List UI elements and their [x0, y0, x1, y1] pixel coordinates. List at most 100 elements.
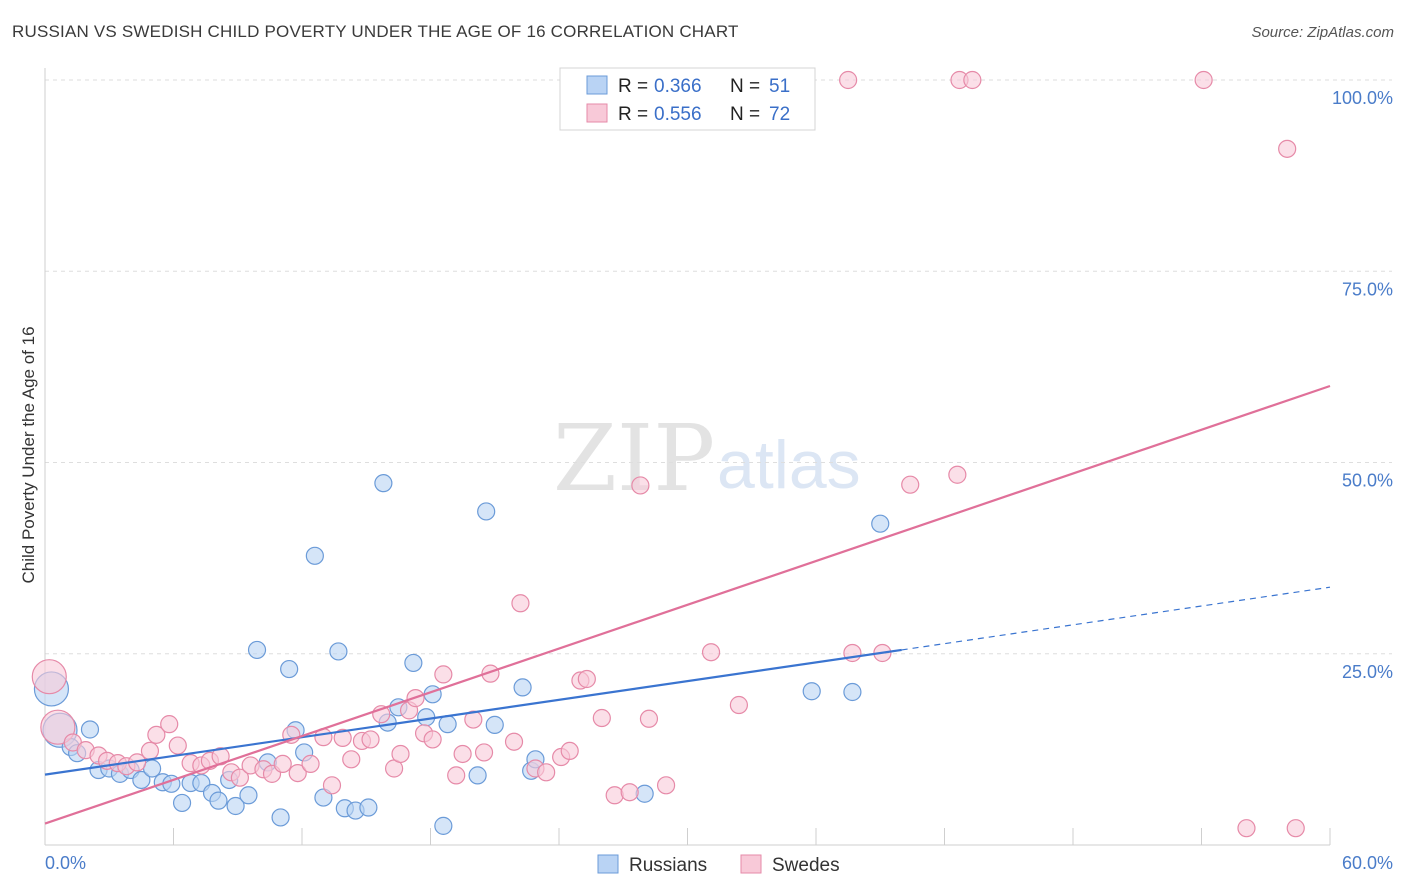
legend-russians-swatch: [586, 75, 608, 95]
swedes-point: [31, 659, 67, 695]
swedes-point: [230, 768, 249, 787]
swedes-point: [504, 732, 524, 751]
swedes-point: [288, 763, 307, 783]
russians-trend-line: [44, 648, 902, 776]
watermark-zip: ZIP: [553, 405, 715, 512]
legend-n-value: 51: [769, 76, 790, 97]
russians-point: [209, 791, 228, 810]
legend-swedes-swatch: [586, 103, 608, 123]
swedes-point: [1194, 70, 1213, 90]
x-tick-label: 0.0%: [45, 853, 86, 873]
swedes-point: [40, 709, 76, 745]
y-tick-label: 50.0%: [1342, 471, 1393, 491]
russians-trend-extension: [901, 586, 1331, 651]
legend-r-value: 0.556: [654, 104, 702, 125]
swedes-point: [423, 730, 442, 749]
swedes-point: [577, 669, 596, 689]
russians-point: [513, 678, 532, 697]
russians-point: [132, 770, 151, 790]
swedes-point: [361, 730, 380, 749]
russians-point: [359, 798, 378, 817]
legend-n-label: N =: [730, 76, 760, 97]
swedes-point: [168, 736, 187, 755]
russians-point: [404, 653, 423, 673]
legend-bottom: Russians Swedes: [597, 854, 840, 876]
legend-n-value: 72: [769, 104, 790, 125]
swedes-point: [963, 70, 982, 90]
swedes-point: [948, 465, 967, 484]
tick-labels: 25.0% 50.0% 75.0% 100.0% 0.0% 60.0%: [45, 88, 1393, 873]
watermark-atlas: atlas: [717, 427, 861, 503]
legend-russians-swatch: [597, 854, 619, 874]
russians-point: [468, 766, 487, 785]
swedes-point: [729, 695, 749, 715]
legend-top: R = 0.366 N = 51 R = 0.556 N = 72: [559, 67, 816, 131]
swedes-point: [322, 776, 342, 795]
russians-point: [434, 816, 453, 835]
swedes-point: [342, 750, 361, 769]
swedes-point: [620, 783, 639, 802]
swedes-point: [391, 744, 410, 764]
swedes-point: [160, 715, 179, 734]
legend-swedes-label: Swedes: [772, 855, 840, 876]
y-tick-label: 25.0%: [1342, 662, 1393, 682]
swedes-point: [140, 741, 160, 761]
russians-point: [802, 682, 821, 701]
russians-point: [329, 642, 348, 661]
swedes-point: [1237, 819, 1256, 838]
swedes-point: [464, 710, 483, 729]
swedes-trend-line: [44, 384, 1331, 825]
swedes-points: [31, 70, 1305, 838]
legend-russians-label: Russians: [629, 855, 707, 876]
legend-n-label: N =: [730, 104, 760, 125]
russians-point: [239, 786, 258, 805]
swedes-point: [1278, 139, 1297, 158]
swedes-point: [537, 763, 556, 782]
swedes-point: [701, 643, 721, 662]
swedes-point: [656, 776, 676, 795]
swedes-point: [1286, 819, 1305, 838]
gridlines: [45, 79, 1392, 655]
russians-point: [226, 796, 245, 816]
russians-point: [843, 682, 862, 702]
russians-point: [871, 514, 890, 533]
swedes-point: [631, 476, 650, 495]
swedes-point: [273, 754, 292, 774]
russians-point: [247, 640, 267, 660]
swedes-point: [453, 744, 472, 764]
swedes-point: [447, 766, 466, 785]
y-tick-label: 75.0%: [1342, 279, 1393, 299]
y-axis-label: Child Poverty Under the Age of 16: [19, 326, 38, 583]
swedes-point: [333, 728, 352, 748]
x-tick-label: 60.0%: [1342, 853, 1393, 873]
russians-point: [280, 659, 299, 679]
y-tick-label: 100.0%: [1332, 88, 1393, 108]
swedes-point: [147, 725, 166, 744]
russians-point: [172, 793, 192, 813]
swedes-point: [839, 70, 858, 90]
russians-point: [635, 784, 654, 803]
russians-point: [271, 808, 290, 827]
watermark: ZIP atlas: [553, 405, 861, 512]
swedes-point: [592, 708, 611, 728]
russians-point: [485, 715, 504, 734]
swedes-point: [511, 594, 530, 613]
swedes-point: [639, 709, 659, 728]
russians-point: [438, 715, 457, 734]
legend-r-value: 0.366: [654, 76, 702, 97]
source-credit: Source: ZipAtlas.com: [1251, 24, 1394, 41]
swedes-point: [560, 741, 579, 761]
russians-point: [374, 474, 393, 493]
swedes-point: [474, 743, 494, 762]
legend-r-label: R =: [618, 76, 648, 97]
swedes-point: [434, 665, 453, 684]
russians-point: [80, 720, 100, 739]
trend-lines: [44, 384, 1331, 825]
russians-point: [305, 546, 324, 565]
swedes-point: [901, 475, 920, 494]
swedes-point: [301, 754, 320, 774]
swedes-point: [605, 786, 624, 805]
russians-point: [477, 502, 496, 521]
legend-r-label: R =: [618, 104, 648, 125]
